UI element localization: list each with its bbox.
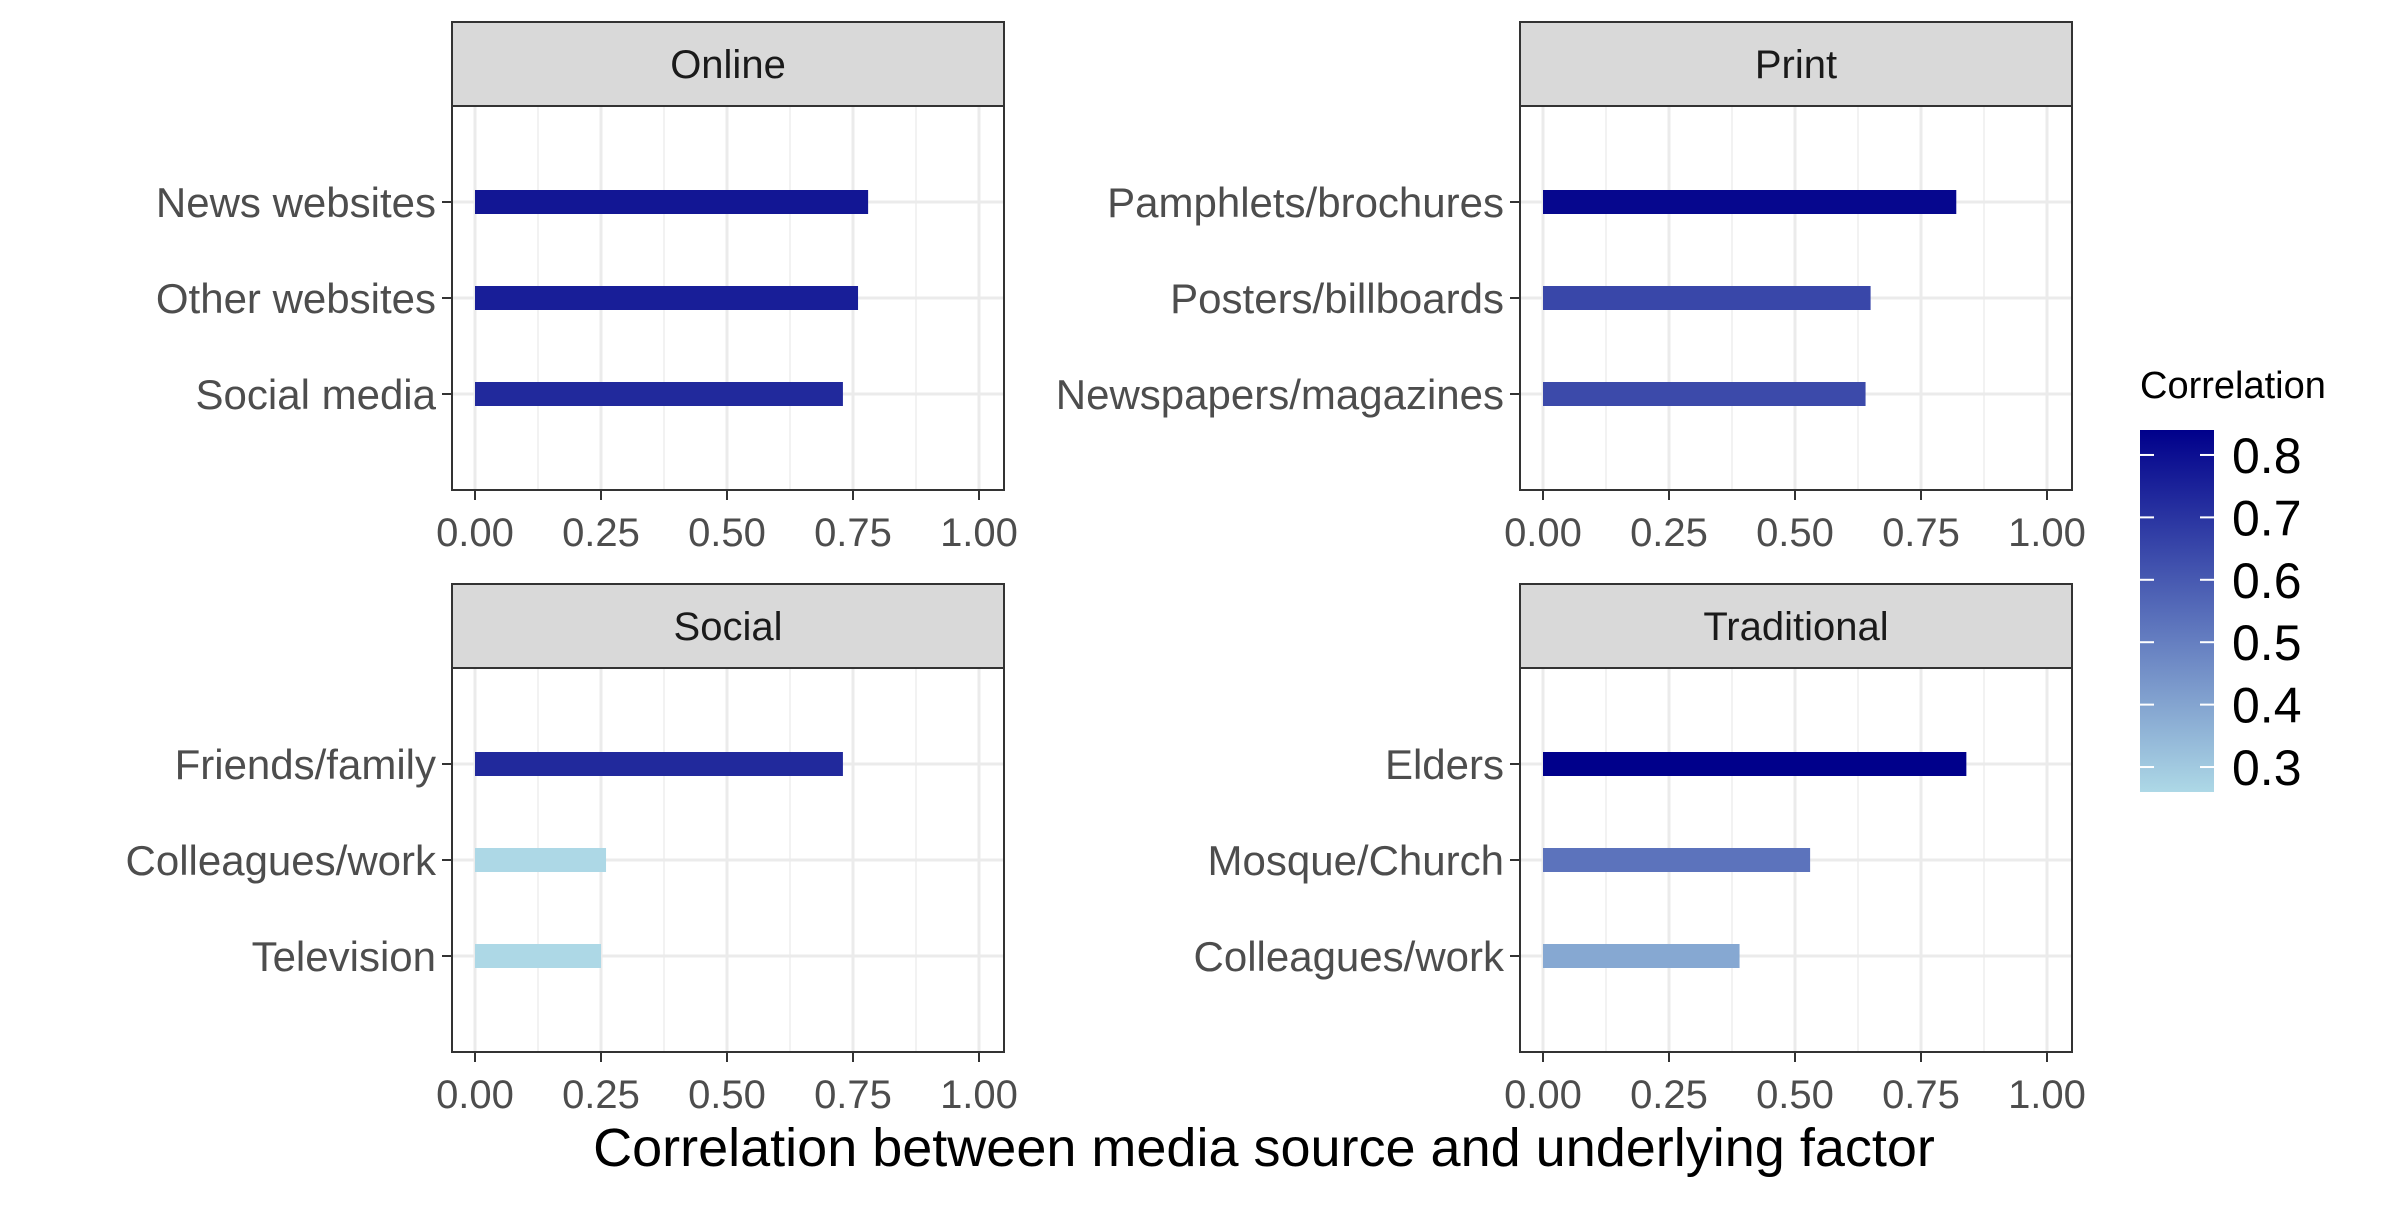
legend-tick-label: 0.8 — [2232, 428, 2302, 484]
y-tick-label: Mosque/Church — [1208, 837, 1504, 884]
legend-ticks: 0.3 0.4 0.5 0.6 0.7 0.8 — [2140, 428, 2302, 796]
panel-print: Print Pamphlets/brochures Posters/billboar… — [1056, 21, 2086, 555]
x-tick-label: 1.00 — [940, 1073, 1018, 1117]
y-tick-label: Television — [252, 933, 436, 980]
legend-title: Correlation — [2140, 365, 2326, 407]
legend-tick-label: 0.6 — [2232, 553, 2302, 609]
bar-newspapers-magazines — [1543, 382, 1866, 406]
x-tick-label: 0.50 — [1756, 1073, 1834, 1117]
panel-traditional: Traditional Elders Mosque/Church Colleagues… — [1194, 583, 2086, 1117]
legend-tick-label: 0.3 — [2232, 740, 2302, 796]
y-tick-label: News websites — [156, 179, 436, 226]
y-tick-label: Friends/family — [175, 741, 436, 788]
x-tick-label: 0.25 — [562, 511, 640, 555]
y-tick-label: Colleagues/work — [1194, 933, 1505, 980]
x-tick-label: 0.75 — [1882, 1073, 1960, 1117]
panels-layer: Online News websites Other websites Social … — [126, 21, 2086, 1117]
y-tick-label: Social media — [196, 371, 437, 418]
bar-television — [475, 944, 601, 968]
x-tick-label: 0.75 — [1882, 511, 1960, 555]
y-tick-label: Colleagues/work — [126, 837, 437, 884]
y-tick-label: Elders — [1385, 741, 1504, 788]
x-tick-label: 0.25 — [562, 1073, 640, 1117]
x-tick-label: 0.50 — [1756, 511, 1834, 555]
x-tick-label: 0.00 — [1504, 511, 1582, 555]
bar-posters-billboards — [1543, 286, 1871, 310]
y-tick-label: Posters/billboards — [1170, 275, 1504, 322]
x-tick-label: 1.00 — [940, 511, 1018, 555]
x-tick-label: 1.00 — [2008, 1073, 2086, 1117]
bar-news-websites — [475, 190, 869, 214]
facet-strip — [1519, 21, 2073, 107]
legend: Correlation 0.3 0.4 0.5 0.6 0.7 0.8 — [2140, 365, 2326, 796]
legend-tick-label: 0.7 — [2232, 490, 2302, 546]
x-tick-label: 1.00 — [2008, 511, 2086, 555]
panel-online: Online News websites Other websites Social … — [156, 21, 1018, 555]
x-tick-label: 0.00 — [1504, 1073, 1582, 1117]
legend-tick-label: 0.4 — [2232, 678, 2302, 734]
x-tick-label: 0.75 — [814, 1073, 892, 1117]
facet-strip — [451, 583, 1005, 669]
facet-title: Online — [670, 43, 786, 87]
bar-colleagues-work — [475, 848, 607, 872]
bar-other-websites — [475, 286, 859, 310]
bar-friends-family — [475, 752, 843, 776]
bar-social-media — [475, 382, 843, 406]
x-tick-label: 0.75 — [814, 511, 892, 555]
facet-title: Social — [674, 605, 783, 649]
x-tick-label: 0.00 — [436, 1073, 514, 1117]
y-tick-label: Other websites — [156, 275, 436, 322]
x-tick-label: 0.00 — [436, 511, 514, 555]
bar-colleagues-work — [1543, 944, 1740, 968]
legend-tick-label: 0.5 — [2232, 615, 2302, 671]
x-tick-label: 0.25 — [1630, 511, 1708, 555]
bar-elders — [1543, 752, 1967, 776]
y-tick-label: Pamphlets/brochures — [1107, 179, 1504, 226]
y-tick-label: Newspapers/magazines — [1056, 371, 1504, 418]
facet-title: Traditional — [1703, 605, 1888, 649]
facet-strip — [451, 21, 1005, 107]
facet-strip — [1519, 583, 2073, 669]
x-axis-title: Correlation between media source and und… — [593, 1118, 1935, 1178]
panel-social: Social Friends/family Colleagues/work Telev… — [126, 583, 1018, 1117]
legend-colorbar — [2140, 430, 2214, 792]
x-tick-label: 0.50 — [688, 1073, 766, 1117]
bar-pamphlets-brochures — [1543, 190, 1957, 214]
bar-mosque-church — [1543, 848, 1811, 872]
x-tick-label: 0.25 — [1630, 1073, 1708, 1117]
x-tick-label: 0.50 — [688, 511, 766, 555]
facet-title: Print — [1755, 43, 1837, 87]
